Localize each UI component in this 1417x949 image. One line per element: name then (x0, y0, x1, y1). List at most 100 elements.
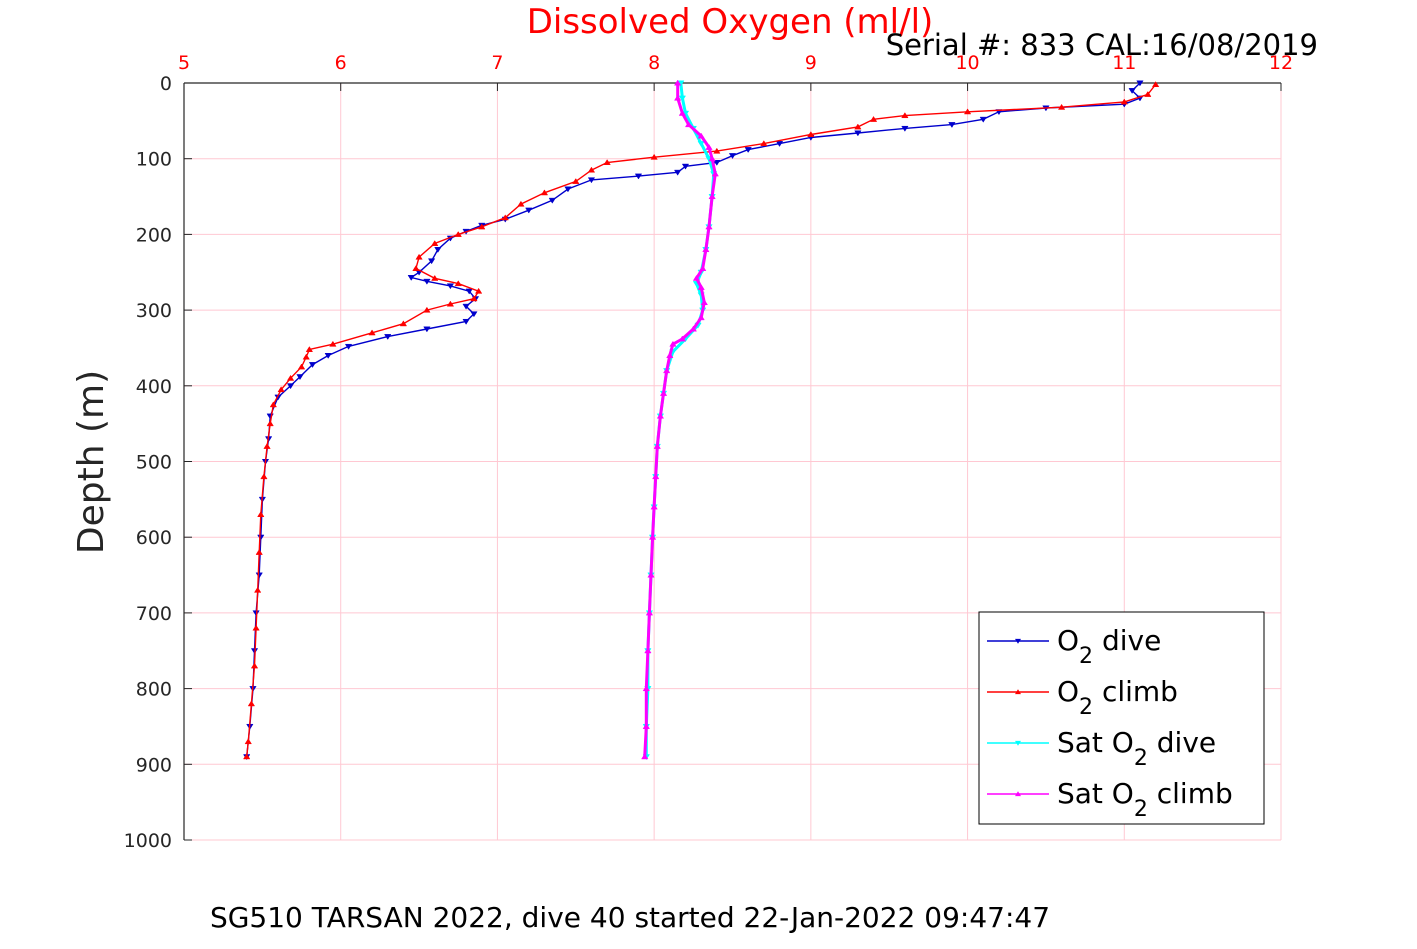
y-axis-label: Depth (m) (71, 370, 112, 554)
data-point (713, 159, 721, 166)
data-point (587, 166, 596, 173)
data-point (708, 155, 716, 162)
legend-box (978, 611, 1265, 825)
data-point (663, 367, 671, 374)
data-point (286, 374, 295, 381)
data-point (548, 197, 556, 204)
data-point (517, 200, 525, 207)
data-point (250, 662, 259, 669)
data-point (678, 109, 687, 116)
data-point (324, 353, 332, 359)
x-tick-label: 10 (955, 52, 979, 74)
data-point (308, 362, 317, 368)
data-point (678, 95, 687, 102)
data-point (684, 121, 693, 128)
data-point (474, 287, 483, 294)
legend-marker-o2-dive (1015, 638, 1021, 644)
data-point (1057, 103, 1066, 110)
data-point (344, 343, 353, 350)
legend-label-o2-dive: O2 dive (1057, 624, 1161, 669)
data-point (650, 153, 658, 160)
data-point (564, 186, 572, 193)
data-point (666, 352, 674, 359)
x-tick-label: 6 (335, 52, 347, 74)
data-point (1128, 88, 1136, 94)
data-point (669, 340, 677, 347)
data-point (854, 130, 862, 137)
y-tick-label: 200 (136, 224, 172, 246)
x-tick-label: 7 (491, 52, 503, 74)
data-point (901, 112, 909, 119)
y-tick-label: 100 (136, 149, 172, 171)
legend-label-sat-o2-climb: Sat O2 climb (1057, 777, 1233, 822)
data-point (1120, 98, 1128, 105)
x-tick-label: 8 (648, 52, 660, 74)
y-tick-label: 400 (136, 376, 172, 398)
legend-label-o2-climb: O2 climb (1057, 675, 1178, 720)
data-point (642, 723, 650, 729)
data-point (647, 571, 655, 578)
data-point (963, 108, 972, 115)
series-o2-climb (243, 81, 1160, 760)
y-tick-label: 600 (136, 527, 172, 549)
data-point (368, 329, 376, 336)
data-point (648, 533, 657, 540)
data-point (587, 177, 596, 184)
data-point (705, 143, 713, 150)
data-point (678, 335, 687, 342)
data-point (1136, 80, 1144, 87)
data-point (243, 753, 251, 760)
data-point (415, 253, 423, 260)
y-tick-label: 900 (136, 754, 172, 776)
data-point (673, 169, 682, 176)
data-point (697, 132, 705, 139)
legend-marker-o2-climb (1015, 689, 1021, 695)
data-point (501, 214, 509, 221)
data-point (744, 147, 752, 153)
data-point (427, 258, 436, 265)
data-point (260, 473, 268, 480)
data-point (775, 141, 784, 147)
data-point (454, 231, 462, 237)
data-point (255, 548, 263, 555)
chart-subtitle: Serial #: 833 CAL:16/08/2019 (886, 28, 1318, 62)
data-point (673, 94, 682, 101)
data-point (1151, 81, 1160, 88)
data-point (384, 334, 392, 340)
legend: O2 dive O2 climb Sat O2 dive Sat O2 climb (978, 611, 1265, 825)
data-point (446, 300, 455, 307)
data-point (247, 700, 256, 707)
data-point (431, 274, 439, 281)
data-point (297, 363, 306, 370)
y-tick-label: 800 (136, 679, 172, 701)
data-point (462, 318, 470, 325)
data-point (702, 246, 710, 253)
legend-label-sat-o2-dive: Sat O2 dive (1057, 726, 1216, 771)
data-point (697, 141, 705, 147)
data-point (302, 353, 310, 360)
y-tick-label: 700 (136, 603, 172, 625)
axes: 5 6 7 8 9 10 11 12 0 100 200 300 400 500 600 700 800 900 1… (124, 52, 1293, 852)
y-tick-label: 1000 (124, 830, 172, 852)
data-point (697, 284, 705, 290)
data-point (689, 325, 697, 332)
chart-footer: SG510 TARSAN 2022, dive 40 started 22-Ja… (210, 901, 1050, 934)
data-point (263, 443, 271, 449)
data-point (296, 374, 304, 381)
data-point (462, 303, 470, 310)
data-point (901, 125, 909, 132)
legend-marker-sat-o2-climb (1015, 791, 1021, 797)
data-point (244, 738, 252, 745)
data-point (700, 299, 708, 306)
data-point (540, 189, 549, 196)
data-point (470, 311, 478, 318)
data-point (656, 412, 665, 419)
data-point (728, 153, 737, 160)
chart-title: Dissolved Oxygen (ml/l) (527, 2, 934, 42)
data-point (572, 178, 580, 184)
y-tick-label: 500 (136, 452, 172, 474)
x-tick-label: 11 (1112, 52, 1136, 74)
data-point (692, 274, 701, 281)
